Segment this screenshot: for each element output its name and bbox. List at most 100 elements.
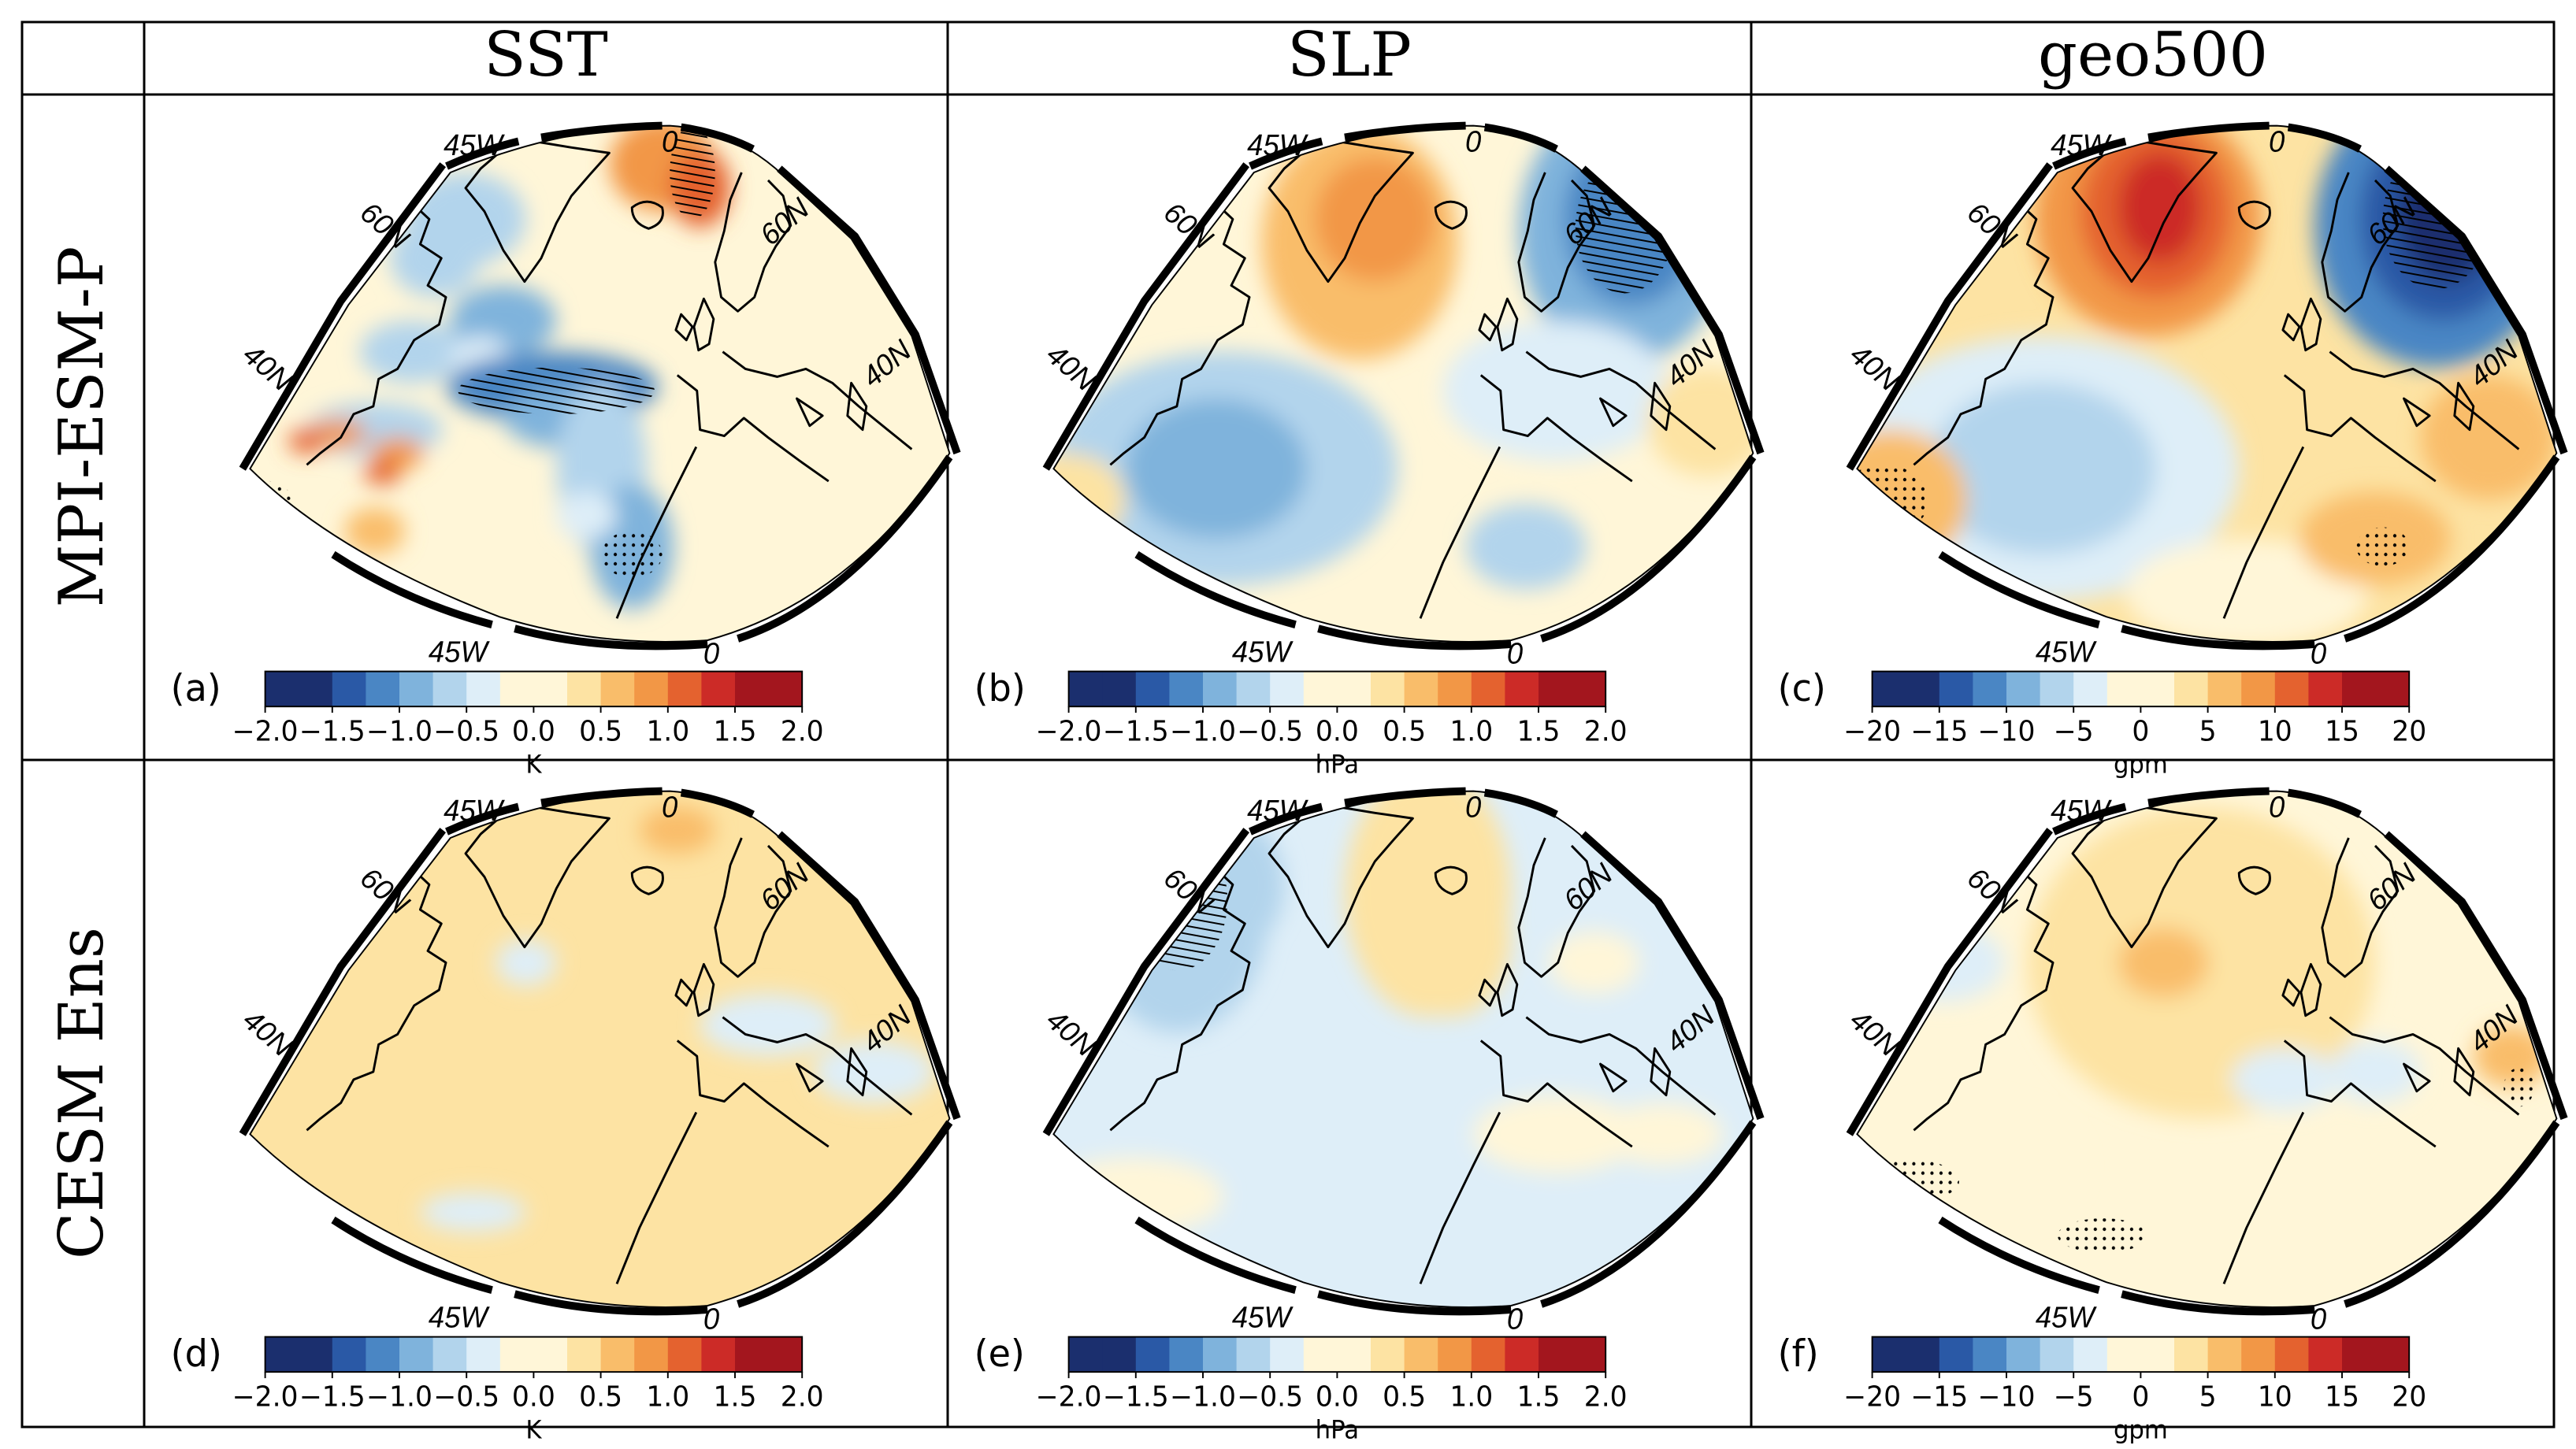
colorbar-tick-label: 5 [2199, 715, 2217, 748]
frame-bottom [1134, 454, 1757, 650]
coastline [1496, 962, 1519, 1017]
colorbar-tick-label: 0.0 [1316, 715, 1359, 748]
colorbar-bin [1270, 671, 1305, 707]
colorbar-bin [2006, 671, 2041, 707]
anomaly-blob [2329, 1040, 2421, 1103]
colorbar: (f) −20 −15 −10 −5 0 5 10 15 20 gpm [1778, 1333, 2427, 1445]
colorbar-bin [1371, 1336, 1405, 1373]
colorbar-tick-label: −5 [2054, 715, 2094, 748]
colorbar-unit: hPa [1316, 1416, 1359, 1445]
colorbar: (e) −2.0 −1.5 −1.0 −0.5 0.0 0.5 1.0 1.5 2.0 hPa [974, 1333, 1628, 1445]
significance-stippling [601, 531, 663, 578]
map-area [1053, 791, 1754, 1307]
colorbar-bin [2308, 671, 2343, 707]
colorbar: (c) −20 −15 −10 −5 0 5 10 15 20 gpm [1778, 668, 2427, 780]
colorbar-bin [2073, 1336, 2108, 1373]
colorbar-tick-label: −10 [1978, 1380, 2036, 1414]
col-header-geo500: geo500 [2038, 20, 2268, 91]
colorbar-bin [1505, 671, 1539, 707]
coastline [2321, 172, 2400, 313]
coastline [2299, 962, 2322, 1017]
row-header-mpi: MPI-ESM-P [46, 246, 117, 608]
coastline [2222, 1111, 2305, 1284]
anomaly-blob [1549, 931, 1640, 994]
colorbar-tick-label: −0.5 [1237, 1380, 1303, 1414]
frame-left [1846, 828, 2054, 1136]
anomaly-blob [288, 429, 326, 454]
colorbar-tick-label: 0.5 [579, 1380, 622, 1414]
anomaly-blob [1602, 1102, 1723, 1166]
frame-right [1580, 831, 1765, 1121]
coastline [2237, 200, 2271, 230]
colorbar-bin [2040, 1336, 2074, 1373]
anomaly-field [420, 806, 935, 1232]
significance-hatching [458, 367, 655, 414]
map-area [1857, 791, 2557, 1307]
colorbar-bin [1135, 671, 1170, 707]
anomaly-blob [1473, 1095, 1640, 1173]
colorbar-bin [399, 671, 434, 707]
anomaly-blob [371, 437, 425, 469]
coastline [676, 374, 830, 483]
lon-label-top-0: 0 [2269, 790, 2285, 824]
colorbar-bin [2274, 1336, 2309, 1373]
colorbar-bin [2040, 671, 2074, 707]
coastline [1434, 865, 1468, 895]
lon-label-top-0: 0 [1465, 790, 1482, 824]
colorbar-bin [735, 671, 770, 707]
colorbar-bin [499, 671, 534, 707]
colorbar-bin [2375, 671, 2410, 707]
coastline [676, 1040, 830, 1148]
panel-tag: (a) [171, 668, 221, 711]
coastline [1650, 1047, 1672, 1097]
colorbar-bin [1102, 1336, 1137, 1373]
colorbar-bin [1303, 1336, 1338, 1373]
coastline [1419, 1111, 1501, 1284]
frame-left [1846, 162, 2054, 471]
row-header-cesm: CESM Ens [46, 927, 117, 1259]
map-frame [1846, 787, 2568, 1316]
colorbar-bin [1438, 671, 1472, 707]
colorbar-tick-label: −1.5 [1103, 1380, 1169, 1414]
coastline [674, 978, 694, 1007]
panel-tag: (f) [1778, 1333, 1819, 1377]
colorbar-bin [667, 671, 702, 707]
anomaly-blob [496, 939, 557, 987]
coastline [714, 172, 792, 313]
anomaly-blob [1125, 398, 1308, 539]
colorbar-bin [2375, 1336, 2410, 1373]
colorbar-tick-label: −1.0 [366, 1380, 432, 1414]
colorbar-tick-label: 0.0 [1316, 1380, 1359, 1414]
lon-label-bottom-45w: 45W [429, 1300, 490, 1334]
colorbar-bin [1471, 671, 1505, 707]
colorbar-bin [1939, 1336, 1973, 1373]
colorbar-bin [1102, 671, 1137, 707]
panel-tag: (e) [974, 1333, 1025, 1377]
colorbar-bin [299, 1336, 333, 1373]
coastline [2329, 1016, 2520, 1116]
colorbar-bin [1068, 1336, 1103, 1373]
frame-left [1042, 828, 1250, 1136]
col-header-sst: SST [484, 20, 608, 91]
coastlines [1109, 139, 1717, 619]
significance-hatching [670, 125, 715, 220]
colorbar-bin [1169, 671, 1204, 707]
coastline [1913, 868, 2054, 1132]
colorbar-tick-label: 0.5 [579, 715, 622, 748]
colorbar-bin [1203, 671, 1238, 707]
lon-label-bottom-45w: 45W [1232, 635, 1294, 669]
anomaly-blob [359, 321, 466, 384]
colorbar-bin [2174, 671, 2209, 707]
coastline [1517, 837, 1596, 978]
coastline [1496, 297, 1519, 352]
colorbar-bin [1471, 1336, 1505, 1373]
colorbar-tick-label: −0.5 [433, 715, 499, 748]
colorbar-unit: hPa [1316, 750, 1359, 780]
colorbar-bin [1572, 671, 1606, 707]
frame-left [239, 162, 447, 471]
lon-label-top-45w: 45W [444, 794, 505, 828]
colorbar-bin [1135, 1336, 1170, 1373]
frame-bottom [331, 454, 953, 650]
